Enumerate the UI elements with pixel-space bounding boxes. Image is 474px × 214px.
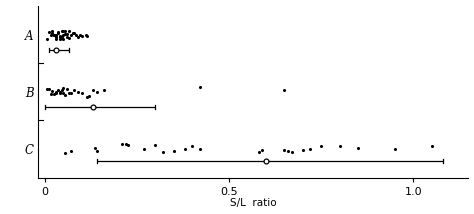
Point bbox=[91, 146, 99, 150]
Point bbox=[49, 31, 56, 35]
Point bbox=[62, 32, 69, 36]
Point bbox=[52, 91, 60, 94]
Point bbox=[93, 90, 100, 93]
X-axis label: S/L  ratio: S/L ratio bbox=[230, 198, 276, 208]
Point bbox=[56, 37, 64, 40]
Point bbox=[54, 31, 62, 34]
Point bbox=[47, 34, 55, 37]
Point bbox=[196, 86, 203, 89]
Point bbox=[71, 89, 78, 92]
Point bbox=[152, 144, 159, 147]
Point bbox=[65, 91, 73, 94]
Point bbox=[60, 91, 67, 94]
Point bbox=[67, 91, 74, 94]
Point bbox=[124, 144, 132, 147]
Point bbox=[181, 147, 189, 151]
Point bbox=[255, 150, 263, 154]
Point bbox=[74, 36, 82, 39]
Point bbox=[65, 36, 73, 40]
Point bbox=[73, 33, 80, 37]
Point bbox=[47, 92, 55, 95]
Point bbox=[58, 30, 65, 33]
Point bbox=[54, 89, 62, 92]
Point bbox=[318, 144, 325, 148]
Point bbox=[52, 92, 60, 95]
Point bbox=[62, 29, 69, 33]
Point bbox=[82, 33, 89, 37]
Point bbox=[52, 35, 60, 39]
Point bbox=[76, 33, 84, 37]
Point bbox=[43, 37, 51, 40]
Point bbox=[60, 34, 67, 37]
Point bbox=[159, 151, 167, 154]
Point bbox=[64, 36, 71, 39]
Point bbox=[196, 147, 203, 151]
Point bbox=[62, 151, 69, 155]
Point bbox=[281, 88, 288, 92]
Point bbox=[52, 33, 60, 37]
Point bbox=[56, 34, 64, 38]
Point bbox=[100, 88, 108, 92]
Point bbox=[281, 149, 288, 152]
Point bbox=[170, 149, 178, 152]
Point bbox=[258, 149, 266, 152]
Point bbox=[67, 33, 74, 36]
Point bbox=[67, 149, 74, 152]
Point bbox=[54, 32, 62, 35]
Point bbox=[78, 34, 86, 38]
Point bbox=[62, 93, 69, 97]
Point bbox=[65, 30, 73, 33]
Point bbox=[64, 88, 71, 91]
Point bbox=[428, 144, 436, 148]
Point bbox=[56, 91, 64, 94]
Point bbox=[288, 150, 295, 154]
Point bbox=[71, 32, 78, 35]
Point bbox=[141, 147, 148, 151]
Point bbox=[49, 29, 56, 33]
Point bbox=[49, 89, 56, 93]
Point bbox=[52, 37, 60, 40]
Point bbox=[60, 37, 67, 41]
Point bbox=[60, 30, 67, 33]
Point bbox=[78, 91, 86, 94]
Point bbox=[45, 88, 53, 91]
Point bbox=[189, 145, 196, 148]
Point bbox=[93, 150, 100, 153]
Point bbox=[74, 90, 82, 93]
Point bbox=[299, 148, 307, 151]
Point bbox=[118, 143, 126, 146]
Point bbox=[60, 86, 67, 90]
Point bbox=[306, 147, 314, 151]
Point bbox=[122, 143, 130, 146]
Point bbox=[354, 147, 362, 150]
Point bbox=[89, 88, 97, 91]
Point bbox=[50, 92, 58, 96]
Point bbox=[58, 36, 65, 39]
Point bbox=[45, 31, 53, 34]
Point bbox=[50, 33, 58, 37]
Point bbox=[391, 147, 399, 151]
Point bbox=[336, 144, 343, 148]
Point bbox=[64, 33, 71, 36]
Point bbox=[284, 149, 292, 152]
Point bbox=[58, 88, 65, 91]
Point bbox=[83, 95, 91, 98]
Point bbox=[69, 31, 76, 34]
Point bbox=[50, 33, 58, 36]
Point bbox=[83, 34, 91, 38]
Point bbox=[85, 94, 93, 97]
Point bbox=[43, 87, 51, 90]
Point bbox=[56, 35, 64, 39]
Point bbox=[56, 91, 64, 95]
